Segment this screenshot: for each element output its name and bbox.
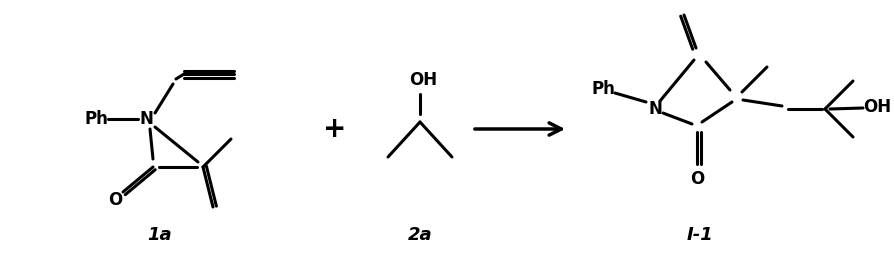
Text: Ph: Ph xyxy=(84,110,108,128)
Text: 1a: 1a xyxy=(148,226,173,244)
Text: N: N xyxy=(648,100,662,118)
Text: O: O xyxy=(690,170,704,188)
Text: +: + xyxy=(324,115,347,143)
Text: Ph: Ph xyxy=(591,80,615,98)
Text: OH: OH xyxy=(409,71,437,89)
Text: OH: OH xyxy=(863,98,891,116)
Text: O: O xyxy=(108,191,122,209)
Text: 2a: 2a xyxy=(408,226,433,244)
Text: N: N xyxy=(139,110,153,128)
Text: I-1: I-1 xyxy=(687,226,713,244)
